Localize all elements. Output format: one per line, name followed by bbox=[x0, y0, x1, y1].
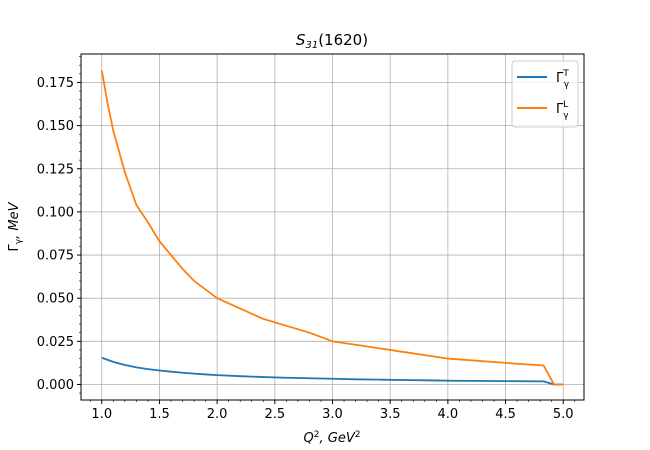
legend-sub-l: γ bbox=[563, 111, 569, 121]
legend-label-longitudinal: ΓL γ bbox=[556, 100, 569, 121]
y-tick-label-1: 0.025 bbox=[37, 335, 74, 350]
ylabel-rest: , MeV bbox=[7, 201, 22, 238]
x-tick-label-3: 2.5 bbox=[264, 407, 285, 422]
series-lines bbox=[100, 70, 564, 386]
legend-label-transverse: ΓT γ bbox=[556, 69, 570, 90]
y-tick-label-6: 0.150 bbox=[37, 119, 74, 134]
y-tick-label-4: 0.100 bbox=[37, 205, 74, 220]
legend-sup-l: L bbox=[563, 100, 568, 110]
title-rest: (1620) bbox=[318, 31, 368, 49]
y-axis-label: Γγ, MeV bbox=[7, 201, 24, 251]
x-tick-label-5: 3.5 bbox=[380, 407, 401, 422]
legend-gamma-t: Γ bbox=[556, 71, 564, 86]
x-tick-label-8: 5.0 bbox=[553, 407, 574, 422]
minor-ticks bbox=[79, 56, 576, 402]
chart-title: S31(1620) bbox=[296, 31, 368, 51]
xlabel-gev-sup: 2 bbox=[355, 430, 361, 440]
y-tick-label-7: 0.175 bbox=[37, 76, 74, 91]
title-main: S bbox=[296, 31, 306, 49]
x-tick-label-1: 1.5 bbox=[149, 407, 170, 422]
x-tick-label-4: 3.0 bbox=[322, 407, 343, 422]
title-sub: 31 bbox=[305, 40, 318, 51]
legend: ΓT γ ΓL γ bbox=[511, 60, 579, 128]
x-tick-label-7: 4.5 bbox=[495, 407, 516, 422]
xlabel-q-sup: 2 bbox=[314, 430, 320, 440]
xlabel-mid: , GeV bbox=[320, 431, 356, 446]
x-axis-ticks: 1.0 1.5 2.0 2.5 3.0 3.5 4.0 4.5 5.0 bbox=[91, 400, 574, 422]
x-tick-label-0: 1.0 bbox=[91, 407, 112, 422]
series-line-T bbox=[101, 356, 564, 386]
ylabel-gamma: Γ bbox=[7, 243, 22, 251]
x-tick-label-6: 4.0 bbox=[438, 407, 459, 422]
legend-sub-t: γ bbox=[564, 80, 570, 90]
x-tick-label-2: 2.0 bbox=[207, 407, 228, 422]
x-axis-label: Q2, GeV2 bbox=[304, 430, 361, 446]
y-axis-ticks: 0.000 0.025 0.050 0.075 0.100 0.125 0.150 0.175 bbox=[37, 76, 81, 393]
y-tick-label-2: 0.050 bbox=[37, 292, 74, 307]
xlabel-q: Q bbox=[304, 431, 314, 446]
legend-sup-t: T bbox=[562, 69, 569, 79]
series-line-L bbox=[100, 70, 564, 386]
y-tick-label-0: 0.000 bbox=[37, 378, 74, 393]
y-tick-label-3: 0.075 bbox=[37, 249, 74, 264]
plot-frame bbox=[80, 53, 585, 401]
ylabel-gamma-sub: γ bbox=[14, 238, 24, 244]
y-tick-label-5: 0.125 bbox=[37, 162, 74, 177]
legend-gamma-l: Γ bbox=[556, 102, 564, 117]
